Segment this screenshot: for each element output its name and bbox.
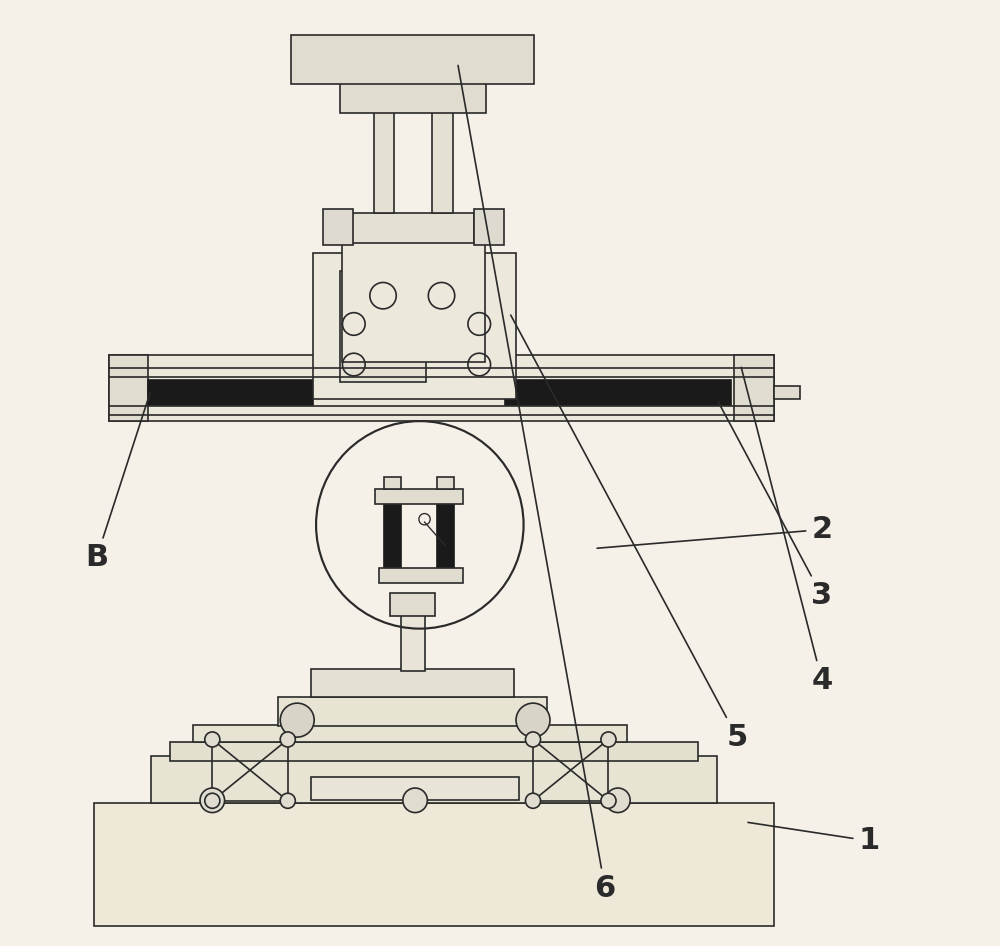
Circle shape [200, 788, 225, 813]
Bar [474, 209, 504, 245]
Circle shape [280, 703, 314, 737]
Bar [278, 697, 547, 726]
Bar [291, 35, 534, 84]
Text: B: B [85, 393, 150, 572]
Bar [94, 803, 774, 926]
Bar [505, 379, 731, 405]
Bar [734, 355, 774, 421]
Bar [311, 669, 514, 697]
Circle shape [606, 788, 630, 813]
Bar [151, 756, 717, 803]
Bar [437, 489, 454, 569]
Bar [340, 82, 486, 113]
Circle shape [205, 794, 220, 808]
Bar [390, 593, 435, 617]
Bar [379, 569, 463, 584]
Text: 4: 4 [741, 367, 833, 695]
Circle shape [525, 794, 541, 808]
Bar [323, 209, 353, 245]
Circle shape [205, 732, 220, 747]
Bar [313, 254, 516, 399]
Bar [340, 272, 426, 382]
Circle shape [525, 732, 541, 747]
Bar [212, 740, 288, 800]
Text: 3: 3 [718, 402, 832, 610]
Text: 6: 6 [458, 65, 616, 902]
Bar [109, 355, 774, 421]
Circle shape [601, 794, 616, 808]
Bar [432, 111, 453, 213]
Circle shape [403, 788, 427, 813]
Bar [375, 489, 463, 504]
Bar [351, 213, 474, 243]
Circle shape [280, 794, 295, 808]
Bar [774, 386, 800, 399]
Bar [342, 241, 485, 361]
Circle shape [601, 732, 616, 747]
Text: 1: 1 [748, 822, 880, 855]
Bar [374, 111, 394, 213]
Text: 5: 5 [511, 315, 748, 752]
Bar [437, 477, 454, 489]
Bar [401, 615, 425, 671]
Text: 2: 2 [597, 515, 832, 549]
Bar [533, 740, 608, 800]
Bar [384, 489, 401, 569]
Circle shape [516, 703, 550, 737]
Bar [193, 725, 627, 742]
Bar [109, 355, 148, 421]
Circle shape [280, 732, 295, 747]
Bar [311, 777, 519, 800]
Bar [148, 379, 313, 405]
Bar [170, 742, 698, 761]
Bar [384, 477, 401, 489]
